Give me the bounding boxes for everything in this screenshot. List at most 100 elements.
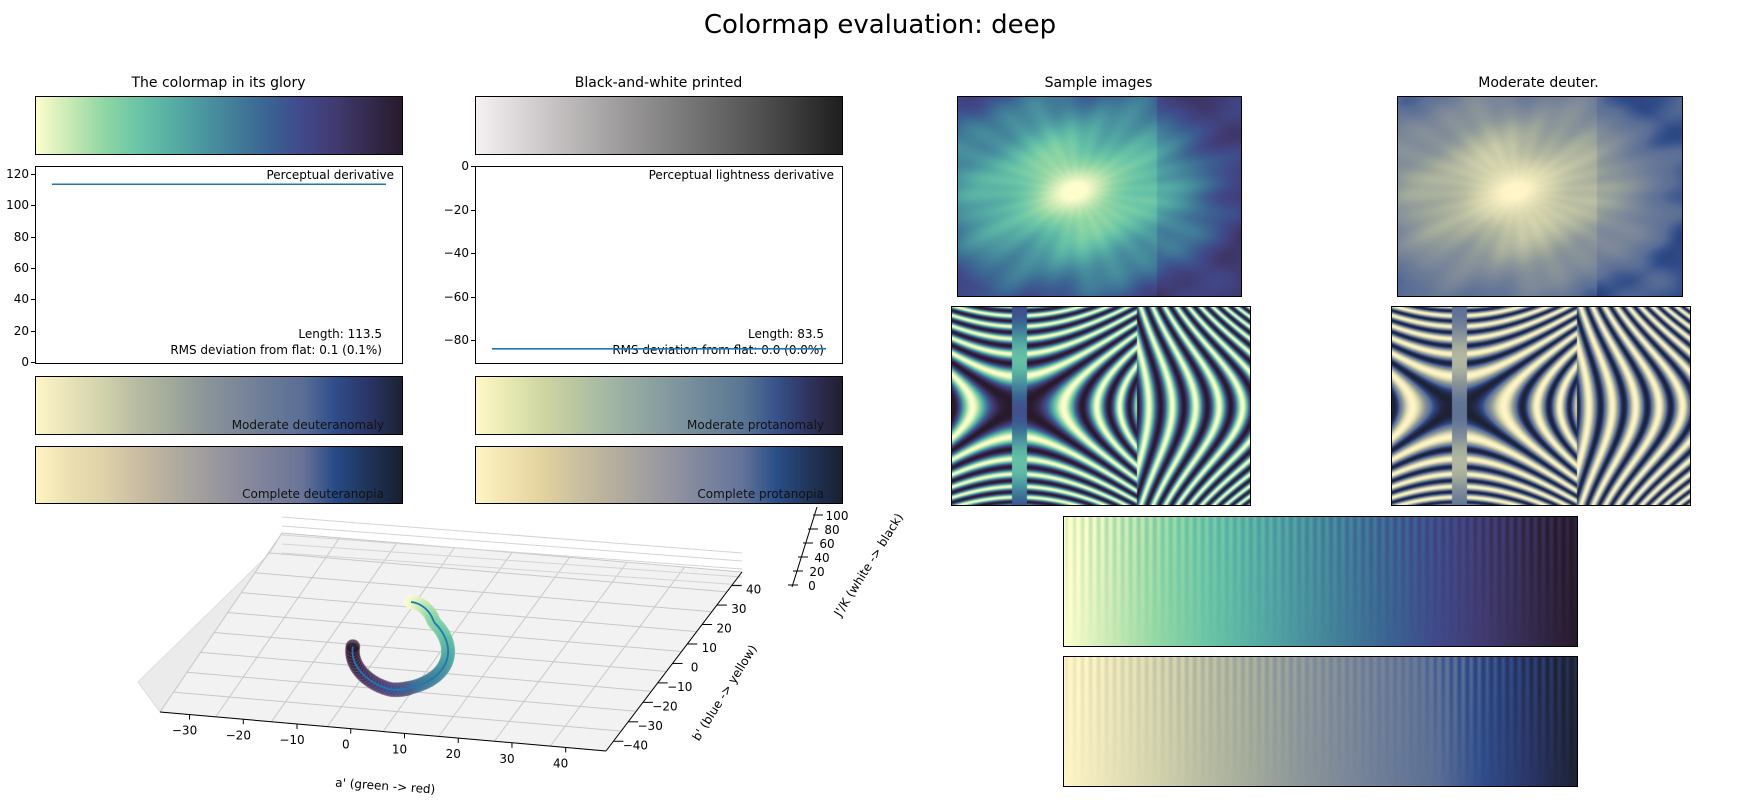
y-tick-label: 0	[21, 355, 29, 369]
plot-label: Perceptual lightness derivative	[648, 168, 834, 182]
sample-image-grating-deuter	[1391, 306, 1691, 506]
x-tick-label: 30	[499, 752, 514, 766]
sample-image-elevation	[957, 96, 1242, 297]
y-tick-label: −30	[638, 719, 663, 733]
colormap-bar-complete-deuteranopia: Complete deuteranopia	[35, 446, 403, 504]
bar-label: Complete deuteranopia	[242, 487, 384, 501]
y-tick-label: 40	[13, 292, 29, 307]
plot-label: Perceptual derivative	[266, 168, 394, 182]
y-tick-label: 10	[702, 641, 717, 655]
y-tick-label: 80	[13, 229, 29, 244]
x-tick-label: 20	[446, 747, 461, 761]
colormap-bar-moderate-protanomaly: Moderate protanomaly	[475, 376, 843, 435]
y-tick-mark	[31, 267, 35, 269]
glory-title: The colormap in its glory	[131, 75, 306, 91]
y-tick-mark	[31, 173, 35, 175]
x-axis-label: a' (green -> red)	[335, 776, 436, 797]
y-tick-label: 100	[6, 198, 29, 213]
grid-line	[326, 547, 455, 727]
y-axis-label: b' (blue -> yellow)	[689, 642, 759, 743]
y-tick-mark	[471, 166, 475, 167]
y-tick-label: 120	[6, 166, 29, 181]
grid-line	[241, 592, 697, 633]
grid-line	[549, 566, 685, 747]
x-tick-label: 10	[392, 742, 407, 756]
colormap-path-line	[351, 601, 450, 691]
y-tick-label: −40	[443, 246, 469, 261]
z-axis-label: J'/K (white -> black)	[831, 511, 906, 620]
y-tick-label: 20	[716, 622, 731, 636]
y-tick-mark	[471, 209, 475, 211]
colormap-bar-complete-protanopia: Complete protanopia	[475, 446, 843, 504]
perceptual-derivative-plot: Perceptual derivative Length: 113.5 RMS …	[35, 166, 403, 364]
x-tick-label: 40	[553, 756, 568, 770]
y-tick-mark	[31, 330, 35, 332]
y-tick-label: −10	[667, 680, 692, 694]
y-tick-label: 60	[13, 260, 29, 275]
stripe-test-deep	[1063, 516, 1578, 647]
grid-line	[268, 552, 727, 593]
z-tick-label: 20	[809, 565, 824, 579]
y-tick-label: −40	[623, 738, 648, 752]
grid-line	[254, 572, 712, 613]
y-tick-mark	[471, 296, 475, 298]
z-axis-line	[791, 506, 818, 588]
grid-line	[281, 516, 743, 554]
grid-line	[281, 534, 743, 570]
y-tick-label: −60	[443, 289, 469, 304]
x-tick-label: −10	[279, 733, 304, 747]
colormap-bar-moderate-deuteranomaly: Moderate deuteranomaly	[35, 376, 403, 435]
y-tick-label: 30	[731, 602, 746, 616]
bw-title: Black-and-white printed	[574, 75, 743, 91]
grid-line	[271, 542, 398, 723]
grid-line	[494, 561, 628, 742]
z-tick-label: 40	[814, 551, 829, 565]
y-axis-ticks: 0 −20 −40 −60 −80	[430, 159, 475, 364]
y-tick-mark	[471, 253, 475, 255]
bar-label: Moderate protanomaly	[687, 418, 824, 432]
z-tick-label: 100	[826, 509, 849, 523]
x-tick-label: −30	[172, 724, 197, 738]
z-tick-label: 80	[824, 523, 839, 537]
grid-line	[200, 651, 652, 692]
bar-label: Complete protanopia	[697, 487, 824, 501]
lightness-derivative-plot: Perceptual lightness derivative Length: …	[475, 166, 843, 364]
y-tick-mark	[31, 236, 35, 238]
colormap-bar-grayscale	[475, 96, 843, 155]
y-tick-label: 40	[746, 583, 761, 597]
rms-text: RMS deviation from flat: 0.0 (0.0%)	[612, 343, 824, 357]
x-axis-line	[159, 711, 607, 752]
grid-line	[227, 612, 682, 653]
z-tick-label: 0	[808, 579, 816, 593]
y-tick-label: 20	[13, 323, 29, 338]
deuter-title: Moderate deuter.	[1478, 75, 1599, 91]
grid-line	[438, 557, 570, 737]
x-tick-label: −20	[226, 728, 251, 742]
y-tick-label: −20	[443, 202, 469, 217]
length-text: Length: 113.5	[298, 327, 382, 341]
bar-label: Moderate deuteranomaly	[231, 418, 384, 432]
y-tick-mark	[31, 299, 35, 301]
grid-line	[214, 631, 667, 672]
sample-image-elevation-deuter	[1397, 96, 1683, 297]
length-text: Length: 83.5	[748, 327, 824, 341]
samples-title: Sample images	[1044, 75, 1153, 91]
grid-line	[159, 532, 283, 713]
z-tick-label: 60	[819, 537, 834, 551]
y-axis-line	[605, 571, 743, 752]
grid-line	[215, 537, 340, 718]
grid-line	[281, 525, 743, 562]
y-tick-label: 0	[461, 159, 469, 173]
grid-line	[281, 543, 743, 578]
colormap-bar-deep	[35, 96, 403, 155]
line-series	[492, 348, 826, 350]
figure-title: Colormap evaluation: deep	[703, 10, 1057, 40]
stripe-test-deuter	[1063, 656, 1578, 787]
y-tick-mark	[471, 340, 475, 342]
grid-line	[281, 552, 743, 586]
sample-image-grating	[951, 306, 1251, 506]
y-tick-label: −80	[443, 333, 469, 348]
y-tick-label: 0	[691, 660, 699, 674]
y-axis-ticks: 0 20 40 60 80 100 120	[0, 166, 35, 369]
